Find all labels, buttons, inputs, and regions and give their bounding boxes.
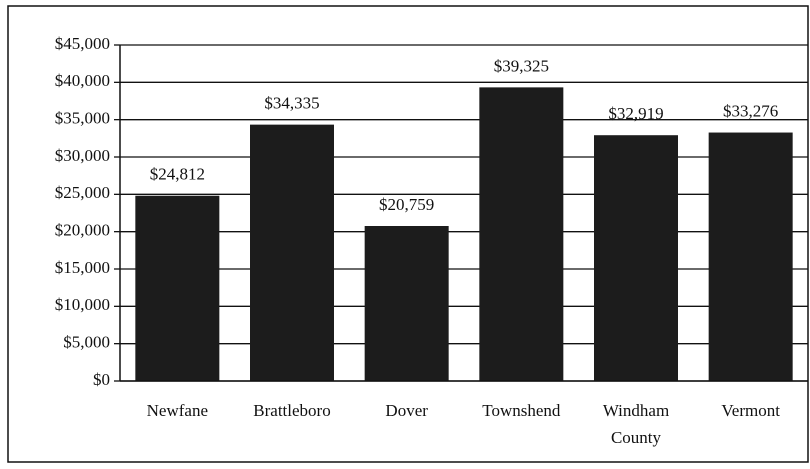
x-tick-label: Dover — [385, 401, 428, 420]
x-tick-label-line: Dover — [385, 401, 428, 420]
data-label: $39,325 — [494, 56, 549, 75]
bar — [250, 124, 334, 381]
bar — [479, 87, 564, 381]
y-tick-label: $20,000 — [55, 221, 110, 240]
data-label: $32,919 — [608, 104, 663, 123]
y-tick-label: $5,000 — [63, 333, 110, 352]
y-tick-label: $0 — [93, 370, 110, 389]
bar — [364, 225, 449, 381]
x-tick-label-line: Newfane — [147, 401, 208, 420]
x-tick-label: Windham County — [603, 401, 669, 447]
data-label: $33,276 — [723, 101, 778, 120]
bar — [594, 135, 678, 381]
x-tick-label-line: Vermont — [721, 401, 780, 420]
y-tick-label: $10,000 — [55, 295, 110, 314]
data-label: $24,812 — [150, 165, 205, 184]
y-tick-label: $30,000 — [55, 146, 110, 165]
x-tick-label: Newfane — [147, 401, 208, 420]
y-tick-label: $45,000 — [55, 34, 110, 53]
y-tick-label: $35,000 — [55, 109, 110, 128]
y-tick-label: $15,000 — [55, 258, 110, 277]
y-tick-label: $25,000 — [55, 183, 110, 202]
x-tick-label-line: Windham — [603, 401, 669, 420]
bar — [135, 195, 220, 381]
data-label: $20,759 — [379, 195, 434, 214]
data-label: $34,335 — [264, 94, 319, 113]
x-tick-label: Townshend — [482, 401, 561, 420]
x-tick-label-line: County — [611, 428, 662, 447]
bar — [708, 132, 793, 381]
x-tick-label: Vermont — [721, 401, 780, 420]
x-tick-label: Brattleboro — [253, 401, 330, 420]
x-tick-label-line: Brattleboro — [253, 401, 330, 420]
y-tick-label: $40,000 — [55, 71, 110, 90]
x-tick-label-line: Townshend — [482, 401, 561, 420]
